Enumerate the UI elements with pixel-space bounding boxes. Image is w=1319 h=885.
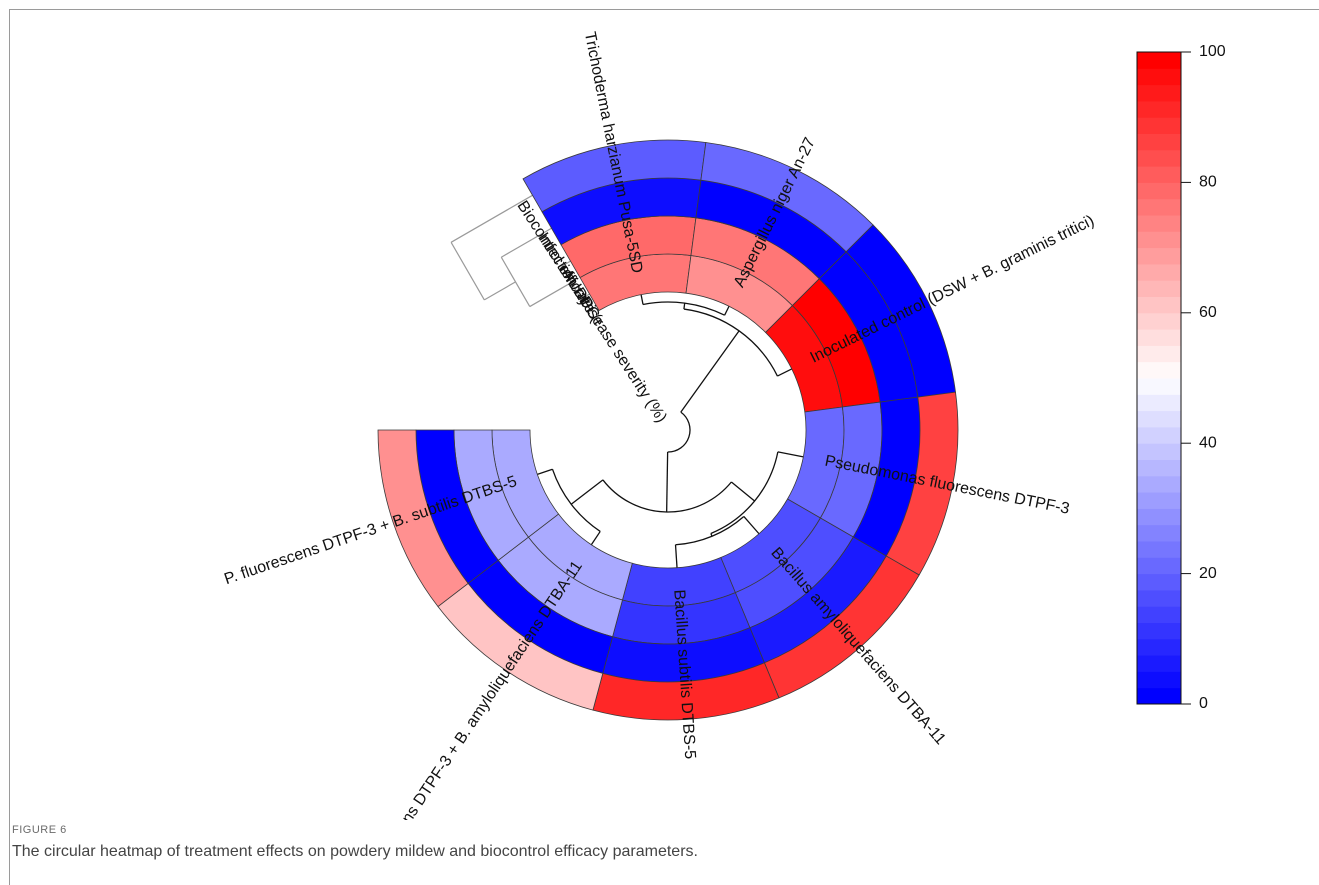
dendrogram-branch bbox=[537, 468, 553, 475]
colorbar-step bbox=[1137, 182, 1181, 200]
colorbar: 0 20 40 60 80 100 bbox=[1136, 43, 1226, 712]
dendrogram-branch bbox=[640, 294, 644, 305]
colorbar-step bbox=[1137, 280, 1181, 297]
colorbar-step bbox=[1137, 508, 1181, 526]
colorbar-step bbox=[1137, 117, 1181, 134]
dendrogram-branch bbox=[680, 330, 740, 413]
colorbar-step bbox=[1137, 589, 1181, 607]
colorbar-step bbox=[1137, 557, 1181, 575]
colorbar-step bbox=[1137, 166, 1181, 183]
dendrogram-branch bbox=[724, 305, 730, 316]
colorbar-step bbox=[1137, 100, 1181, 118]
figure-frame bbox=[9, 9, 1319, 885]
colorbar-step bbox=[1137, 68, 1181, 86]
colorbar-step bbox=[1137, 52, 1181, 69]
colorbar-step bbox=[1137, 84, 1181, 102]
column-dendrogram-branch bbox=[580, 293, 590, 300]
colorbar-step bbox=[1137, 410, 1181, 428]
colorbar-step bbox=[1137, 687, 1181, 705]
colorbar-frame bbox=[1136, 51, 1182, 705]
colorbar-step bbox=[1137, 133, 1181, 151]
colorbar-step bbox=[1137, 655, 1181, 672]
heatmap-cell bbox=[377, 429, 469, 608]
colorbar-step bbox=[1137, 573, 1181, 591]
dendrogram-branch bbox=[730, 481, 755, 502]
colorbar-tick-label: 80 bbox=[1199, 174, 1217, 191]
colorbar-step bbox=[1137, 247, 1181, 265]
colorbar-step bbox=[1137, 459, 1181, 477]
colorbar-step bbox=[1137, 378, 1181, 395]
colorbar-step bbox=[1137, 198, 1181, 216]
column-dendrogram-branch bbox=[561, 265, 582, 300]
colorbar-tick-label: 20 bbox=[1199, 565, 1217, 582]
colorbar-step bbox=[1137, 231, 1181, 249]
heatmap-cells bbox=[377, 139, 959, 721]
colorbar-step bbox=[1137, 426, 1181, 444]
dendrogram-branch bbox=[590, 531, 601, 546]
column-dendrogram-branch bbox=[529, 282, 572, 308]
dendrogram-branch bbox=[666, 451, 669, 512]
colorbar-step bbox=[1137, 622, 1181, 640]
colorbar-step bbox=[1137, 312, 1181, 330]
colorbar-tick-label: 0 bbox=[1199, 695, 1208, 712]
colorbar-step bbox=[1137, 541, 1181, 558]
colorbar-step bbox=[1137, 329, 1181, 346]
colorbar-step bbox=[1137, 524, 1181, 542]
colorbar-step bbox=[1137, 443, 1181, 460]
column-dendrogram-branch bbox=[484, 281, 516, 301]
dendrogram-branch bbox=[683, 303, 686, 310]
dendrogram-branch bbox=[667, 411, 691, 453]
colorbar-step bbox=[1137, 361, 1181, 379]
colorbar-step bbox=[1137, 394, 1181, 412]
column-dendrogram-branch bbox=[500, 227, 552, 258]
figure-label: FIGURE 6 bbox=[12, 824, 67, 836]
column-dendrogram-branch bbox=[561, 260, 571, 267]
figure-caption: The circular heatmap of treatment effect… bbox=[12, 843, 698, 860]
dendrogram-branch bbox=[570, 479, 604, 505]
colorbar-tick-label: 40 bbox=[1199, 434, 1217, 451]
dendrogram-branch bbox=[674, 544, 678, 568]
colorbar-tick-label: 100 bbox=[1199, 43, 1226, 60]
colorbar-step bbox=[1137, 638, 1181, 656]
colorbar-step bbox=[1137, 345, 1181, 363]
column-dendrogram-branch bbox=[500, 256, 531, 307]
colorbar-step bbox=[1137, 475, 1181, 493]
column-dendrogram-branch bbox=[450, 242, 485, 301]
colorbar-step bbox=[1137, 492, 1181, 509]
dendrogram bbox=[450, 194, 804, 568]
dendrogram-branch bbox=[777, 368, 793, 377]
colorbar-step bbox=[1137, 671, 1181, 689]
circular-heatmap: Trichoderma harzianum Pusa-5SD Aspergillu… bbox=[222, 30, 1226, 820]
dendrogram-branch bbox=[743, 516, 760, 535]
dendrogram-branch bbox=[777, 451, 804, 458]
colorbar-step bbox=[1137, 606, 1181, 623]
colorbar-step bbox=[1137, 215, 1181, 232]
colorbar-step bbox=[1137, 263, 1181, 281]
colorbar-tick-label: 60 bbox=[1199, 304, 1217, 321]
colorbar-step bbox=[1137, 149, 1181, 167]
column-dendrogram-branch bbox=[450, 194, 533, 243]
colorbar-step bbox=[1137, 296, 1181, 314]
